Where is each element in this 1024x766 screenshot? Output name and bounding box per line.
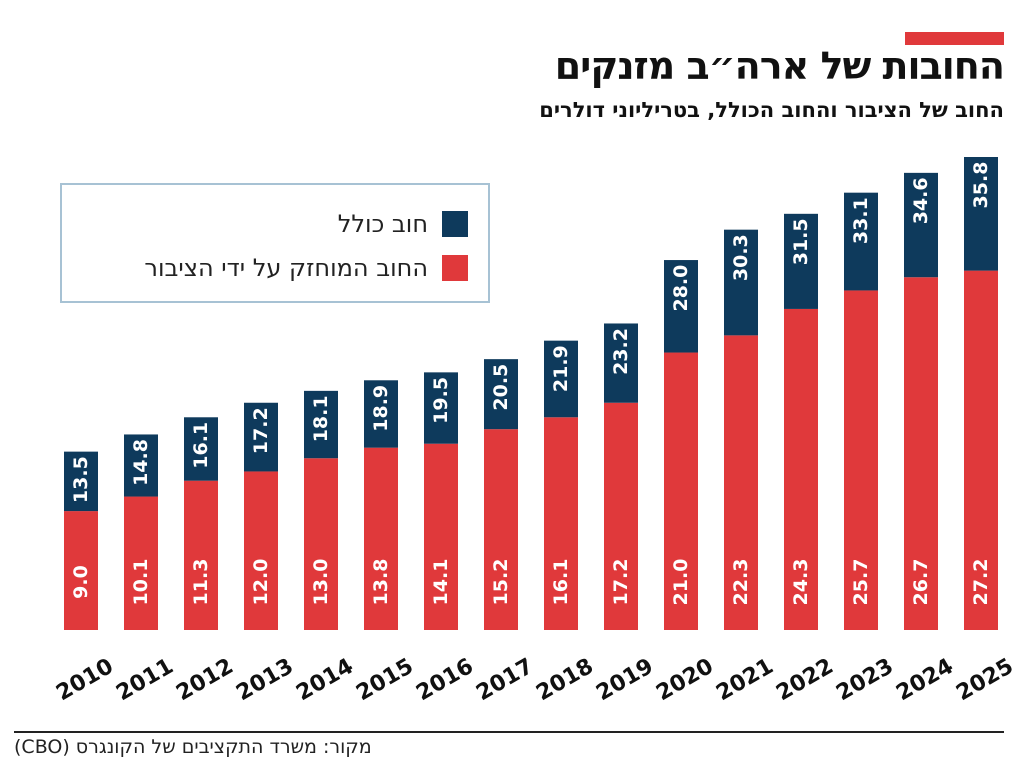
data-label-total-2023: 33.1 bbox=[850, 197, 872, 244]
data-label-public-2016: 14.1 bbox=[430, 559, 452, 606]
data-label-public-2011: 10.1 bbox=[130, 559, 152, 606]
bar-public-2015 bbox=[364, 447, 398, 630]
x-tick-label-2015: 2015 bbox=[352, 654, 418, 706]
data-label-total-2014: 18.1 bbox=[310, 395, 332, 442]
bar-total-2017 bbox=[484, 359, 518, 430]
bar-public-2013 bbox=[244, 471, 278, 630]
x-tick-label-2019: 2019 bbox=[592, 654, 658, 706]
bar-total-2020 bbox=[664, 260, 698, 353]
bar-total-2013 bbox=[244, 402, 278, 472]
data-label-public-2012: 11.3 bbox=[190, 559, 212, 606]
bar-total-2018 bbox=[544, 340, 578, 418]
x-tick-label-2020: 2020 bbox=[652, 654, 718, 706]
data-label-public-2021: 22.3 bbox=[730, 559, 752, 606]
data-label-total-2013: 17.2 bbox=[250, 407, 272, 454]
bar-total-2016 bbox=[424, 372, 458, 444]
data-label-total-2019: 23.2 bbox=[610, 328, 632, 375]
data-label-public-2022: 24.3 bbox=[790, 559, 812, 606]
bar-public-2016 bbox=[424, 443, 458, 630]
x-tick-label-2016: 2016 bbox=[412, 654, 478, 706]
bar-total-2014 bbox=[304, 390, 338, 459]
legend-swatch-public bbox=[442, 255, 468, 281]
bar-public-2010 bbox=[64, 511, 98, 630]
bar-public-2022 bbox=[784, 308, 818, 630]
bottom-rule bbox=[14, 731, 1004, 733]
x-tick-label-2023: 2023 bbox=[832, 654, 898, 706]
x-tick-label-2010: 2010 bbox=[52, 654, 118, 706]
data-label-public-2010: 9.0 bbox=[70, 565, 92, 599]
data-label-public-2015: 13.8 bbox=[370, 559, 392, 606]
bar-total-2015 bbox=[364, 380, 398, 448]
data-label-public-2025: 27.2 bbox=[970, 559, 992, 606]
x-tick-label-2013: 2013 bbox=[232, 654, 298, 706]
data-label-total-2024: 34.6 bbox=[910, 177, 932, 224]
x-tick-label-2017: 2017 bbox=[472, 654, 538, 706]
data-label-public-2024: 26.7 bbox=[910, 559, 932, 606]
bar-chart: 9.0 13.5 2010 10.1 14.8 2011 11.3 16.1 2012 12.0 1… bbox=[52, 157, 1018, 706]
legend-swatch-total bbox=[442, 211, 468, 237]
bar-total-2024 bbox=[904, 172, 938, 278]
data-label-public-2020: 21.0 bbox=[670, 559, 692, 606]
x-tick-label-2021: 2021 bbox=[712, 654, 778, 706]
data-label-public-2014: 13.0 bbox=[310, 559, 332, 606]
x-tick-label-2022: 2022 bbox=[772, 654, 838, 706]
bar-public-2014 bbox=[304, 458, 338, 630]
legend-item-total: חוב כולל bbox=[338, 207, 468, 241]
bar-public-2017 bbox=[484, 429, 518, 630]
data-label-public-2018: 16.1 bbox=[550, 559, 572, 606]
bar-total-2021 bbox=[724, 229, 758, 336]
x-tick-label-2014: 2014 bbox=[292, 654, 358, 706]
bar-public-2019 bbox=[604, 402, 638, 630]
data-label-public-2023: 25.7 bbox=[850, 559, 872, 606]
bar-total-2023 bbox=[844, 192, 878, 291]
x-tick-label-2012: 2012 bbox=[172, 654, 238, 706]
bar-public-2018 bbox=[544, 417, 578, 630]
data-label-public-2019: 17.2 bbox=[610, 559, 632, 606]
accent-bar bbox=[905, 32, 1004, 45]
chart-subtitle: החוב של הציבור והחוב הכולל, בטריליוני דו… bbox=[539, 98, 1004, 122]
source-note: מקור: משרד התקציבים של הקונגרס (CBO) bbox=[14, 736, 372, 758]
bar-total-2011 bbox=[124, 434, 158, 497]
data-label-total-2017: 20.5 bbox=[490, 364, 512, 411]
bar-total-2010 bbox=[64, 451, 98, 512]
bar-public-2025 bbox=[964, 270, 998, 630]
data-label-public-2013: 12.0 bbox=[250, 559, 272, 606]
data-label-total-2015: 18.9 bbox=[370, 385, 392, 432]
bar-total-2019 bbox=[604, 323, 638, 403]
data-label-total-2021: 30.3 bbox=[730, 234, 752, 281]
bar-public-2012 bbox=[184, 480, 218, 630]
data-label-total-2025: 35.8 bbox=[970, 162, 992, 209]
bar-public-2024 bbox=[904, 277, 938, 630]
data-label-total-2020: 28.0 bbox=[670, 265, 692, 312]
x-tick-label-2025: 2025 bbox=[952, 654, 1018, 706]
data-label-total-2018: 21.9 bbox=[550, 345, 572, 392]
bar-public-2020 bbox=[664, 352, 698, 630]
data-label-total-2016: 19.5 bbox=[430, 377, 452, 424]
chart-title: החובות של ארה״ב מזנקים bbox=[554, 44, 1005, 88]
legend-label-public: החוב המוחזק על ידי הציבור bbox=[144, 254, 428, 282]
legend-item-public: החוב המוחזק על ידי הציבור bbox=[144, 251, 468, 285]
bar-total-2022 bbox=[784, 213, 818, 309]
data-label-total-2010: 13.5 bbox=[70, 456, 92, 503]
x-tick-label-2024: 2024 bbox=[892, 654, 958, 706]
bar-public-2023 bbox=[844, 290, 878, 630]
data-label-public-2017: 15.2 bbox=[490, 559, 512, 606]
x-tick-label-2011: 2011 bbox=[112, 654, 178, 706]
x-tick-label-2018: 2018 bbox=[532, 654, 598, 706]
legend: חוב כולל החוב המוחזק על ידי הציבור bbox=[60, 183, 490, 303]
bar-total-2025 bbox=[964, 157, 998, 271]
data-label-total-2012: 16.1 bbox=[190, 422, 212, 469]
data-label-total-2011: 14.8 bbox=[130, 439, 152, 486]
bar-public-2021 bbox=[724, 335, 758, 630]
data-label-total-2022: 31.5 bbox=[790, 218, 812, 265]
bar-public-2011 bbox=[124, 496, 158, 630]
legend-label-total: חוב כולל bbox=[337, 210, 428, 238]
bar-total-2012 bbox=[184, 417, 218, 481]
